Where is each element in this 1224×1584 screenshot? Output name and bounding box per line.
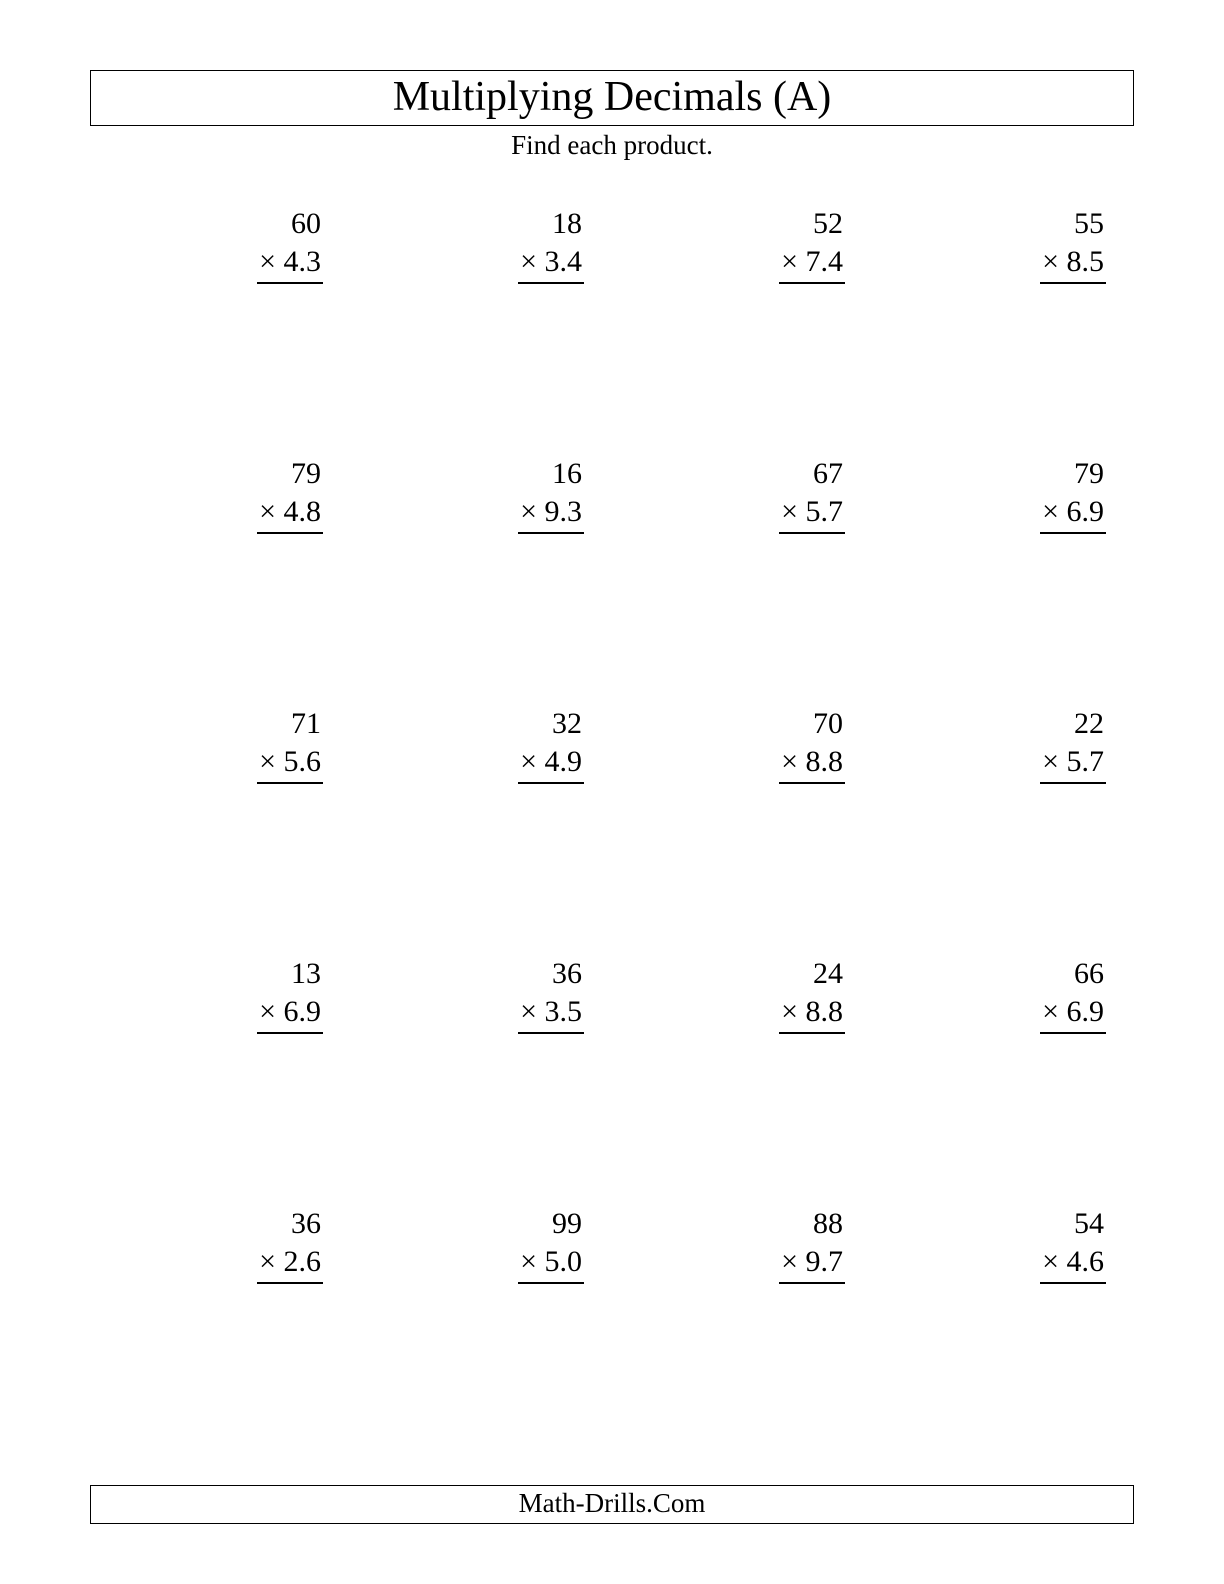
multiplier: × 3.5 [518,993,584,1035]
page-footer: Math-Drills.Com [90,1485,1134,1524]
multiplication-problem: 18× 3.4 [351,205,612,455]
multiplication-problem: 99× 5.0 [351,1205,612,1455]
multiplier: × 9.3 [518,493,584,535]
multiplier: × 3.4 [518,243,584,285]
multiplicand: 70 [813,705,845,743]
multiplicand: 88 [813,1205,845,1243]
multiplication-problem: 36× 3.5 [351,955,612,1205]
multiplication-problem: 79× 4.8 [90,455,351,705]
multiplicand: 36 [291,1205,323,1243]
multiplication-problem: 67× 5.7 [612,455,873,705]
multiplier: × 4.3 [257,243,323,285]
multiplier: × 4.6 [1040,1243,1106,1285]
multiplier: × 2.6 [257,1243,323,1285]
multiplicand: 52 [813,205,845,243]
multiplicand: 18 [552,205,584,243]
multiplication-problem: 79× 6.9 [873,455,1134,705]
multiplication-problem: 24× 8.8 [612,955,873,1205]
multiplier: × 5.0 [518,1243,584,1285]
multiplier: × 9.7 [779,1243,845,1285]
multiplication-problem: 88× 9.7 [612,1205,873,1455]
page-title: Multiplying Decimals (A) [90,70,1134,126]
multiplicand: 24 [813,955,845,993]
multiplication-problem: 54× 4.6 [873,1205,1134,1455]
multiplicand: 66 [1074,955,1106,993]
multiplier: × 5.7 [779,493,845,535]
multiplicand: 13 [291,955,323,993]
page-subtitle: Find each product. [90,130,1134,161]
problem-grid: 60× 4.318× 3.452× 7.455× 8.579× 4.816× 9… [90,205,1134,1455]
multiplicand: 79 [1074,455,1106,493]
multiplication-problem: 32× 4.9 [351,705,612,955]
multiplier: × 7.4 [779,243,845,285]
multiplication-problem: 36× 2.6 [90,1205,351,1455]
multiplicand: 99 [552,1205,584,1243]
worksheet-page: Multiplying Decimals (A) Find each produ… [0,0,1224,1584]
multiplier: × 5.7 [1040,743,1106,785]
multiplicand: 54 [1074,1205,1106,1243]
multiplication-problem: 55× 8.5 [873,205,1134,455]
multiplier: × 6.9 [1040,493,1106,535]
multiplication-problem: 52× 7.4 [612,205,873,455]
multiplier: × 6.9 [1040,993,1106,1035]
multiplication-problem: 13× 6.9 [90,955,351,1205]
multiplication-problem: 71× 5.6 [90,705,351,955]
multiplicand: 79 [291,455,323,493]
multiplier: × 8.8 [779,993,845,1035]
multiplicand: 60 [291,205,323,243]
multiplication-problem: 16× 9.3 [351,455,612,705]
multiplicand: 36 [552,955,584,993]
multiplier: × 8.8 [779,743,845,785]
multiplier: × 5.6 [257,743,323,785]
multiplicand: 71 [291,705,323,743]
multiplier: × 4.8 [257,493,323,535]
multiplication-problem: 60× 4.3 [90,205,351,455]
multiplication-problem: 66× 6.9 [873,955,1134,1205]
multiplication-problem: 70× 8.8 [612,705,873,955]
multiplicand: 67 [813,455,845,493]
multiplier: × 6.9 [257,993,323,1035]
multiplication-problem: 22× 5.7 [873,705,1134,955]
multiplicand: 32 [552,705,584,743]
multiplicand: 16 [552,455,584,493]
multiplicand: 22 [1074,705,1106,743]
multiplier: × 8.5 [1040,243,1106,285]
multiplier: × 4.9 [518,743,584,785]
multiplicand: 55 [1074,205,1106,243]
